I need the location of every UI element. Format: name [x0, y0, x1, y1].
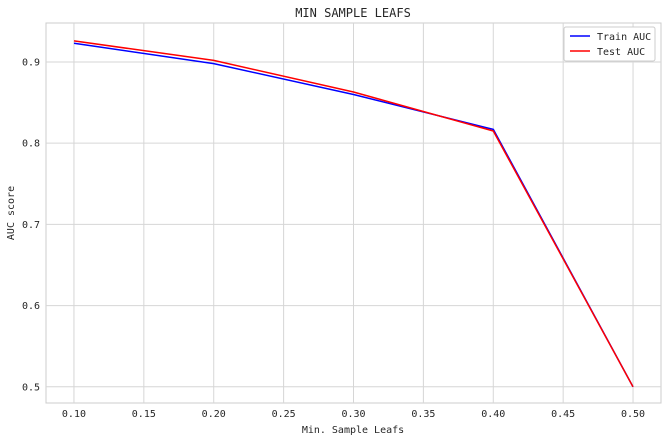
y-tick-label: 0.6: [22, 301, 40, 312]
x-tick-label: 0.45: [551, 409, 575, 420]
y-axis-ticks: 0.5 0.6 0.7 0.8 0.9: [22, 57, 40, 393]
legend-label-test: Test AUC: [597, 47, 645, 58]
y-tick-label: 0.8: [22, 139, 40, 150]
x-axis-ticks: 0.10 0.15 0.20 0.25 0.30 0.35 0.40 0.45 0.50: [62, 409, 645, 420]
y-axis-label: AUC score: [6, 186, 17, 240]
y-tick-label: 0.5: [22, 382, 40, 393]
x-tick-label: 0.10: [62, 409, 86, 420]
x-tick-label: 0.50: [621, 409, 645, 420]
x-tick-label: 0.40: [481, 409, 505, 420]
x-tick-label: 0.30: [341, 409, 365, 420]
x-tick-label: 0.20: [202, 409, 226, 420]
x-tick-label: 0.35: [411, 409, 435, 420]
series-layer: [73, 40, 634, 388]
chart-title: MIN SAMPLE LEAFS: [295, 6, 411, 20]
y-tick-label: 0.7: [22, 220, 40, 231]
series-line-test-auc: [73, 40, 634, 388]
x-axis-label: Min. Sample Leafs: [302, 425, 404, 436]
y-tick-label: 0.9: [22, 57, 40, 68]
x-tick-label: 0.25: [272, 409, 296, 420]
legend: Train AUC Test AUC: [563, 26, 656, 62]
grid-lines: [46, 23, 661, 403]
legend-label-train: Train AUC: [597, 32, 651, 43]
x-tick-label: 0.15: [132, 409, 156, 420]
